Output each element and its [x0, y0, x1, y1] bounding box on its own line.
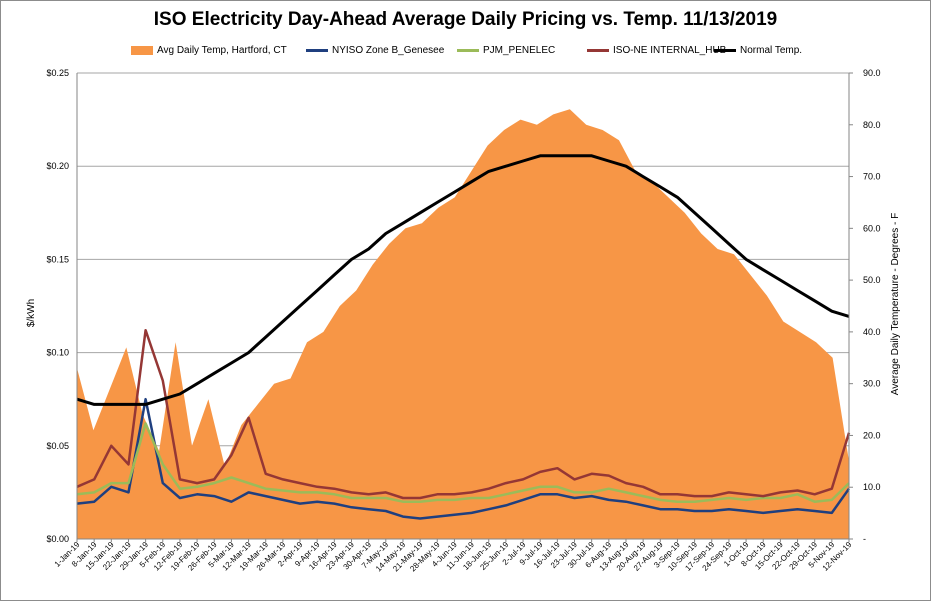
y2-tick-label: 70.0	[863, 172, 881, 182]
series-line-pjm-penelec	[76, 422, 850, 503]
series-line-nyiso-zone-b-genesee	[76, 397, 851, 520]
legend-swatch	[306, 49, 328, 52]
y2-tick-label: 40.0	[863, 327, 881, 337]
series-area-avg-daily-temp	[77, 109, 849, 539]
legend-swatch	[714, 49, 736, 52]
y-axis-title: $/kWh	[26, 299, 37, 327]
legend-label: PJM_PENELEC	[483, 45, 556, 56]
y2-tick-label: 60.0	[863, 223, 881, 233]
y2-tick-label: 50.0	[863, 275, 881, 285]
legend-label: Normal Temp.	[740, 45, 803, 56]
series-line-iso-ne-internal-hub	[76, 328, 851, 500]
y-tick-label: $0.25	[46, 68, 69, 78]
y2-tick-label: -	[863, 534, 866, 544]
y2-tick-label: 10.0	[863, 482, 881, 492]
legend-item-nyiso-zone-b-genesee: NYISO Zone B_Genesee	[306, 45, 444, 56]
chart-title: ISO Electricity Day-Ahead Average Daily …	[153, 9, 778, 30]
legend-swatch	[131, 46, 153, 55]
price-lines-layer	[76, 154, 851, 520]
legend-label: ISO-NE INTERNAL_HUB	[613, 45, 727, 56]
series-line-normal-temp	[76, 154, 850, 406]
y2-tick-label: 90.0	[863, 68, 881, 78]
legend-label: NYISO Zone B_Genesee	[332, 45, 445, 56]
legend-item-iso-ne-internal-hub: ISO-NE INTERNAL_HUB	[587, 45, 726, 56]
legend-item-pjm-penelec: PJM_PENELEC	[457, 45, 555, 56]
y2-tick-label: 30.0	[863, 379, 881, 389]
temperature-area-layer	[77, 109, 849, 539]
y2-tick-label: 80.0	[863, 120, 881, 130]
y-tick-label: $0.20	[46, 161, 69, 171]
y2-tick-label: 20.0	[863, 430, 881, 440]
y-tick-label: $0.00	[46, 534, 69, 544]
y-tick-label: $0.05	[46, 441, 69, 451]
legend-item-normal-temp: Normal Temp.	[714, 45, 802, 56]
y-tick-label: $0.10	[46, 348, 69, 358]
legend-item-avg-daily-temp-hartford-ct: Avg Daily Temp, Hartford, CT	[131, 45, 287, 56]
legend-swatch	[587, 49, 609, 52]
y2-axis-title: Average Daily Temperature - Degrees - F	[890, 213, 901, 396]
legend-label: Avg Daily Temp, Hartford, CT	[157, 45, 287, 56]
y-tick-label: $0.15	[46, 254, 69, 264]
legend-swatch	[457, 49, 479, 52]
